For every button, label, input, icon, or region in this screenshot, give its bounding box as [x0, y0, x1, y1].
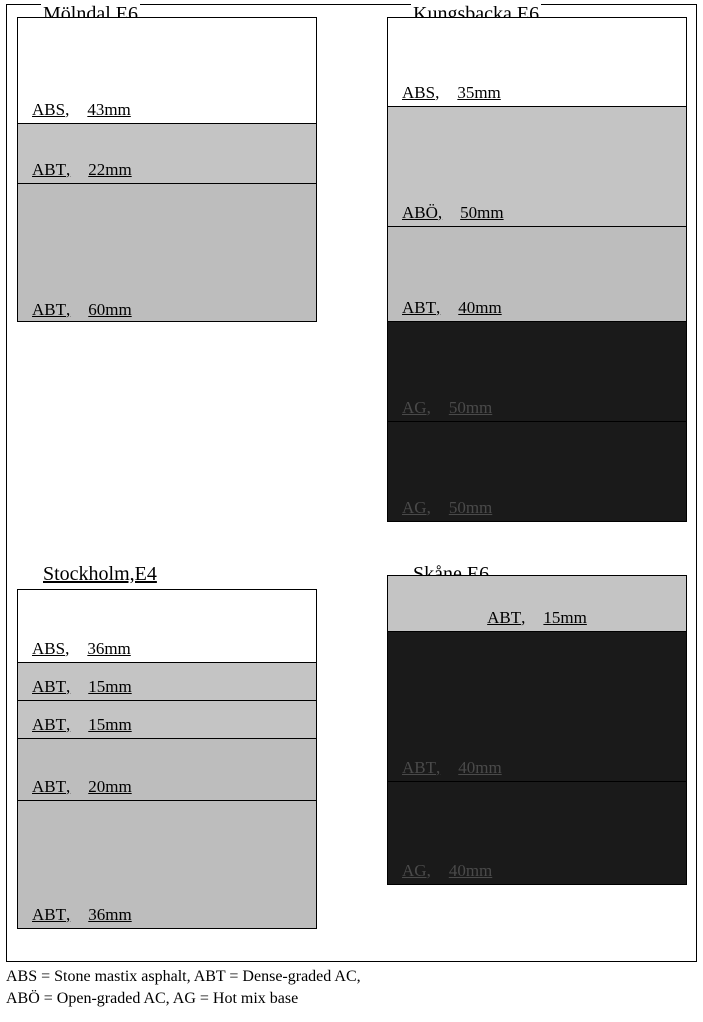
panel-frame: ABT, 15mm ABT, 40mm AG, 40mm	[387, 575, 687, 885]
layer-type-label: ABT	[32, 905, 66, 925]
panel-title: Stockholm,E4	[41, 563, 159, 586]
layer-separator: ,	[65, 100, 69, 120]
layer-separator: ,	[65, 639, 69, 659]
layer-type-label: ABT	[32, 300, 66, 320]
layer-value-label: 40mm	[449, 861, 492, 881]
layer-value-label: 22mm	[88, 160, 131, 180]
panel-skane: Skåne,E6 ABT,15mmABT,40mmAG,40mm	[387, 565, 687, 935]
layer-kungsbacka-3: AG, 50mm	[388, 321, 686, 421]
layer-separator: ,	[436, 298, 440, 318]
layer-value-label: 50mm	[460, 203, 503, 223]
layer-value-label: 15mm	[543, 608, 586, 628]
layer-type-label: AG	[402, 861, 427, 881]
layer-type-label: ABT	[32, 677, 66, 697]
layer-kungsbacka-4: AG, 50mm	[388, 421, 686, 521]
panel-frame: ABS, 36mm ABT, 15mm ABT, 15mm ABT, 20mm ABT, 36mm	[17, 589, 317, 929]
layer-value-label: 36mm	[88, 905, 131, 925]
layer-stockholm-2: ABT, 15mm	[18, 700, 316, 738]
layer-separator: ,	[427, 398, 431, 418]
legend-line-2: ABÖ = Open-graded AC, AG = Hot mix base	[6, 988, 697, 1010]
layer-separator: ,	[66, 715, 70, 735]
layer-kungsbacka-2: ABT, 40mm	[388, 226, 686, 321]
layer-value-label: 35mm	[457, 83, 500, 103]
layer-value-label: 36mm	[87, 639, 130, 659]
layer-separator: ,	[521, 608, 525, 628]
layer-value-label: 60mm	[88, 300, 131, 320]
layer-type-label: ABT	[32, 777, 66, 797]
layer-type-label: ABT	[32, 160, 66, 180]
legend: ABS = Stone mastix asphalt, ABT = Dense-…	[6, 966, 697, 1009]
panel-kungsbacka: Kungsbacka,E6 ABS,35mmABÖ,50mmABT,40mmAG…	[387, 5, 687, 525]
layer-type-label: ABT	[402, 298, 436, 318]
layer-molndal-2: ABT, 60mm	[18, 183, 316, 322]
layer-type-label: ABS	[32, 639, 65, 659]
layer-molndal-1: ABT, 22mm	[18, 123, 316, 183]
layer-kungsbacka-1: ABÖ, 50mm	[388, 106, 686, 226]
layer-value-label: 50mm	[449, 398, 492, 418]
layer-value-label: 20mm	[88, 777, 131, 797]
layer-separator: ,	[436, 758, 440, 778]
layer-separator: ,	[66, 300, 70, 320]
layer-separator: ,	[427, 498, 431, 518]
layer-type-label: ABS	[32, 100, 65, 120]
layer-type-label: AG	[402, 498, 427, 518]
layer-separator: ,	[66, 160, 70, 180]
layer-stockholm-0: ABS, 36mm	[18, 590, 316, 662]
layer-skane-0: ABT, 15mm	[388, 576, 686, 631]
layer-kungsbacka-0: ABS, 35mm	[388, 18, 686, 106]
layer-value-label: 15mm	[88, 715, 131, 735]
layer-stockholm-1: ABT, 15mm	[18, 662, 316, 700]
panel-molndal: Mölndal,E6 ABS,43mmABT,22mmABT,60mm	[17, 5, 317, 525]
layer-type-label: ABS	[402, 83, 435, 103]
layer-type-label: ABT	[32, 715, 66, 735]
panel-frame: ABS, 43mm ABT, 22mm ABT, 60mm	[17, 17, 317, 322]
layer-value-label: 15mm	[88, 677, 131, 697]
panel-frame: ABS, 35mm ABÖ, 50mm ABT, 40mm AG, 50mm AG, 50mm	[387, 17, 687, 522]
layer-type-label: ABT	[402, 758, 436, 778]
figure-frame: Mölndal,E6 ABS,43mmABT,22mmABT,60mm Kung…	[6, 4, 697, 962]
layer-type-label: AG	[402, 398, 427, 418]
legend-line-1: ABS = Stone mastix asphalt, ABT = Dense-…	[6, 966, 697, 988]
layer-separator: ,	[66, 777, 70, 797]
layer-separator: ,	[66, 905, 70, 925]
layer-skane-2: AG, 40mm	[388, 781, 686, 884]
panel-grid: Mölndal,E6 ABS,43mmABT,22mmABT,60mm Kung…	[7, 5, 696, 935]
layer-value-label: 50mm	[449, 498, 492, 518]
layer-separator: ,	[438, 203, 442, 223]
layer-skane-1: ABT, 40mm	[388, 631, 686, 781]
layer-stockholm-3: ABT, 20mm	[18, 738, 316, 800]
layer-type-label: ABÖ	[402, 203, 438, 223]
layer-separator: ,	[66, 677, 70, 697]
layer-separator: ,	[435, 83, 439, 103]
layer-molndal-0: ABS, 43mm	[18, 18, 316, 123]
layer-separator: ,	[427, 861, 431, 881]
layer-value-label: 43mm	[87, 100, 130, 120]
layer-type-label: ABT	[487, 608, 521, 628]
layer-value-label: 40mm	[458, 298, 501, 318]
layer-value-label: 40mm	[458, 758, 501, 778]
layer-stockholm-4: ABT, 36mm	[18, 800, 316, 928]
panel-stockholm: Stockholm,E4 ABS,36mmABT,15mmABT,15mmABT…	[17, 565, 317, 935]
